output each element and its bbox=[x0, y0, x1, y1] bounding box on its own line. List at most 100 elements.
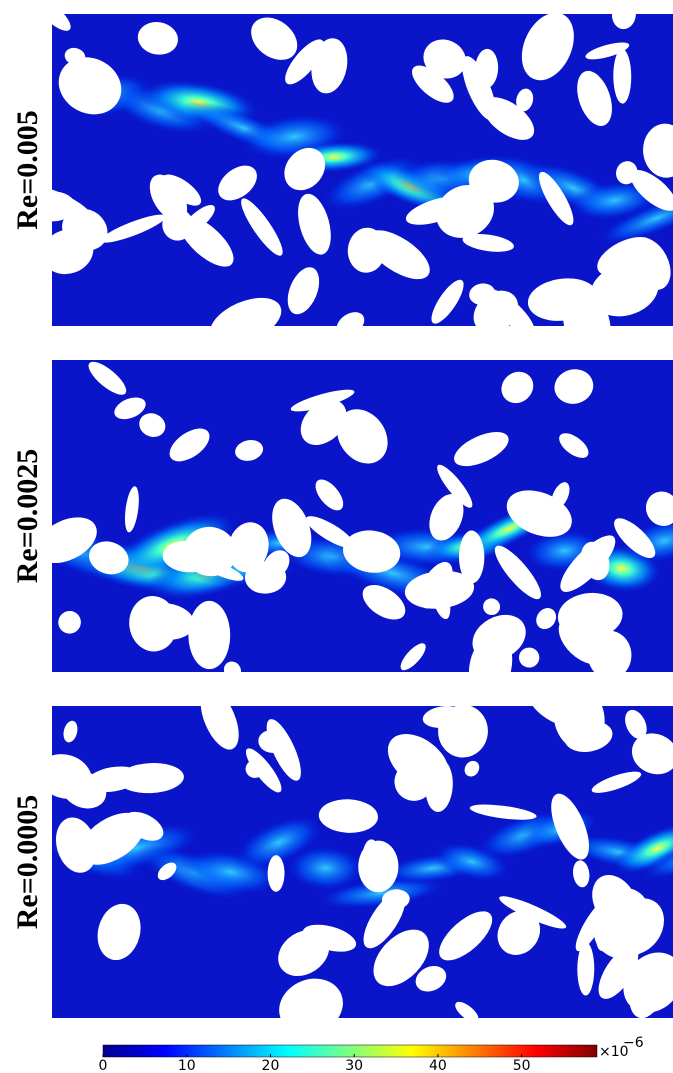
solid-grain bbox=[455, 1001, 479, 1018]
flow-streak bbox=[285, 844, 366, 892]
panel-label: Re=0.0025 bbox=[11, 449, 44, 584]
solid-grain bbox=[267, 855, 285, 892]
solid-grain bbox=[124, 486, 139, 533]
solid-grain bbox=[290, 389, 355, 412]
solid-grain bbox=[363, 891, 406, 949]
solid-grain bbox=[499, 896, 567, 929]
colorbar-tick-label: 10 bbox=[178, 1058, 196, 1073]
solid-grain bbox=[518, 647, 540, 668]
solid-grain bbox=[560, 535, 616, 592]
flow-streak bbox=[594, 190, 673, 246]
solid-grain bbox=[577, 942, 595, 996]
solid-grain bbox=[218, 165, 257, 201]
solid-grain bbox=[422, 706, 464, 728]
solid-grain bbox=[162, 540, 213, 573]
solid-grain bbox=[284, 147, 326, 191]
solid-grain bbox=[52, 754, 92, 799]
solid-grain bbox=[305, 516, 355, 549]
solid-grain bbox=[400, 643, 426, 671]
solid-grain bbox=[88, 361, 127, 395]
colorbar-tick-label: 30 bbox=[345, 1058, 363, 1073]
solid-grain bbox=[551, 793, 590, 860]
flow-panel bbox=[52, 706, 673, 1018]
solid-grain bbox=[423, 39, 466, 79]
solid-grain bbox=[439, 911, 493, 961]
solid-grain bbox=[58, 610, 81, 634]
solid-grain bbox=[628, 237, 671, 291]
solid-grain bbox=[631, 733, 673, 775]
solid-grain bbox=[405, 196, 469, 225]
flow-panel bbox=[52, 14, 673, 326]
solid-grain bbox=[100, 214, 166, 243]
solid-grain bbox=[302, 924, 357, 952]
solid-grain bbox=[373, 929, 429, 987]
solid-grain bbox=[137, 22, 179, 55]
solid-grain bbox=[516, 88, 534, 112]
solid-grain bbox=[336, 409, 388, 464]
solid-grain bbox=[251, 17, 298, 60]
panel-content bbox=[52, 706, 673, 1018]
solid-grain bbox=[223, 661, 242, 672]
panel-label: Re=0.0005 bbox=[11, 795, 44, 930]
solid-grain bbox=[200, 706, 239, 750]
solid-grain bbox=[79, 812, 145, 865]
solid-grain bbox=[616, 161, 638, 185]
solid-grain bbox=[462, 233, 514, 252]
solid-grain bbox=[157, 862, 177, 881]
solid-grain bbox=[431, 279, 464, 324]
solid-grain bbox=[536, 608, 557, 630]
solid-grain bbox=[454, 431, 509, 467]
panel-content bbox=[52, 14, 673, 326]
solid-grain bbox=[587, 630, 632, 672]
solid-grain bbox=[298, 193, 331, 255]
flow-streak bbox=[612, 822, 673, 875]
solid-grain bbox=[62, 208, 108, 251]
solid-grain bbox=[387, 733, 449, 789]
solid-grain bbox=[412, 65, 454, 103]
colorbar-exponent: −6 bbox=[623, 1035, 644, 1051]
solid-grain bbox=[483, 598, 501, 616]
solid-grain bbox=[629, 957, 667, 1018]
solid-grain bbox=[362, 585, 406, 620]
solid-grain bbox=[577, 70, 612, 126]
solid-grain bbox=[266, 719, 301, 781]
solid-grain bbox=[347, 227, 386, 273]
solid-grain bbox=[458, 530, 485, 584]
solid-grain bbox=[554, 369, 594, 404]
solid-grain bbox=[311, 38, 348, 94]
solid-grain bbox=[235, 440, 264, 461]
solid-grain bbox=[494, 545, 541, 600]
solid-grain bbox=[241, 198, 283, 256]
solid-grain bbox=[472, 614, 526, 661]
colorbar-tick-label: 0 bbox=[99, 1058, 108, 1073]
solid-grain bbox=[149, 174, 188, 222]
solid-grain bbox=[527, 278, 599, 321]
solid-grain bbox=[169, 428, 210, 462]
solid-grain bbox=[473, 290, 519, 326]
solid-grain bbox=[245, 748, 282, 793]
solid-grain bbox=[52, 14, 71, 31]
panel-content bbox=[52, 360, 673, 672]
solid-grain bbox=[591, 771, 642, 793]
solid-grain bbox=[138, 603, 195, 640]
solid-grain bbox=[497, 910, 541, 955]
solid-grain bbox=[521, 14, 574, 81]
solid-grain bbox=[630, 169, 673, 211]
solid-grain bbox=[300, 399, 347, 445]
solid-grain bbox=[263, 550, 290, 579]
solid-grain bbox=[464, 760, 480, 777]
solid-grain bbox=[52, 517, 97, 564]
solid-grain bbox=[528, 706, 582, 727]
flow-streak bbox=[233, 814, 325, 871]
solid-grain bbox=[501, 371, 534, 404]
solid-grain bbox=[63, 720, 78, 743]
solid-grain bbox=[572, 860, 590, 888]
solid-grain bbox=[613, 48, 632, 104]
solid-grain bbox=[482, 97, 535, 140]
solid-grain bbox=[58, 57, 122, 115]
solid-grain bbox=[468, 159, 519, 203]
solid-grain bbox=[415, 966, 447, 992]
solid-grain bbox=[559, 433, 589, 458]
colorbar bbox=[102, 1044, 598, 1058]
